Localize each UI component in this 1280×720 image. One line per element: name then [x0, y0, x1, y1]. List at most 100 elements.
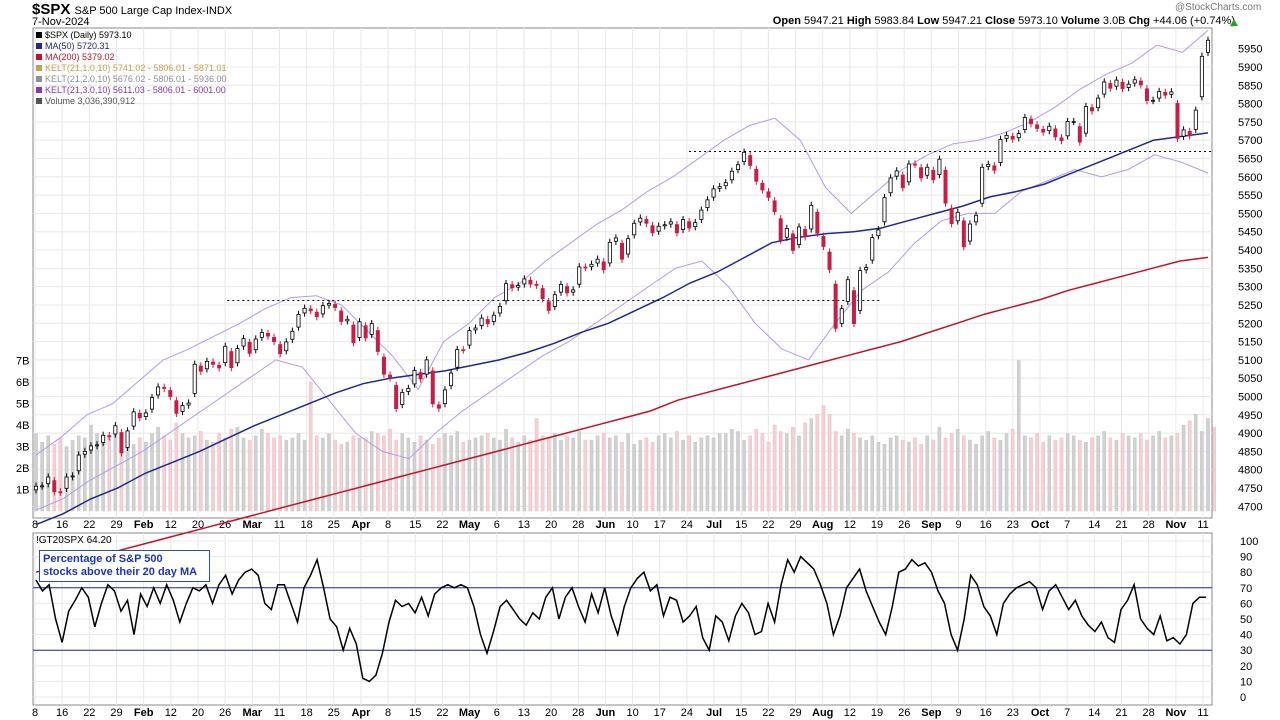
volume-bar [1047, 435, 1052, 512]
volume-bar [1078, 439, 1082, 512]
volume-bar [1065, 433, 1070, 512]
x-tick-label-bottom: Nov [1165, 707, 1187, 719]
volume-bar [876, 442, 881, 512]
volume-bar [534, 418, 539, 512]
price-y-tick-label: 5450 [1238, 227, 1262, 239]
volume-bar [1041, 442, 1045, 512]
volume-bar [192, 435, 197, 512]
indicator-label: !GT20SPX 64.20 [36, 535, 112, 546]
volume-bar [986, 431, 991, 512]
candle-body [1102, 81, 1107, 95]
indicator-y-tick-label: 80 [1240, 567, 1252, 579]
volume-bar [1004, 433, 1009, 512]
candle-body [534, 283, 539, 286]
volume-bar [339, 444, 344, 512]
volume-bar [1035, 433, 1039, 512]
volume-bar [754, 429, 759, 512]
candle-body [919, 167, 924, 179]
volume-bar [83, 437, 87, 512]
candle-body [1010, 135, 1015, 140]
volume-bar [479, 435, 484, 512]
volume-bar [1139, 433, 1143, 512]
indicator-y-tick-label: 70 [1240, 583, 1252, 595]
volume-bar [412, 442, 417, 512]
volume-bar [260, 429, 264, 512]
candle-body [858, 270, 863, 311]
x-tick-label-top: 23 [1007, 519, 1019, 531]
candle-body [1065, 121, 1070, 137]
candle-body [180, 405, 185, 412]
volume-bar [852, 433, 856, 512]
volume-bar [357, 437, 362, 512]
volume-bar [430, 444, 435, 512]
header-title: $SPX S&P 500 Large Cap Index-INDX [32, 1, 233, 18]
indicator-y-tick-label: 50 [1240, 614, 1252, 626]
volume-bar [1084, 442, 1088, 512]
candle-body [1132, 79, 1137, 84]
candle-body [833, 283, 838, 329]
candle-body [735, 164, 740, 171]
legend-entry: Volume 3,036,390,912 [45, 96, 135, 106]
candle-body [1120, 81, 1125, 89]
volume-bar [528, 439, 533, 512]
candle-body [229, 351, 234, 368]
candle-body [204, 360, 209, 370]
volume-bar [968, 439, 972, 512]
candle-body [693, 222, 698, 228]
x-tick-label-bottom: Feb [134, 707, 154, 719]
volume-bar [894, 435, 899, 512]
volume-bar [137, 437, 142, 512]
candle-body [894, 170, 899, 177]
candle-body [998, 139, 1003, 163]
x-tick-label-top: Mar [243, 519, 263, 531]
candle-body [412, 370, 417, 385]
candle-body [314, 311, 319, 318]
volume-bar [650, 442, 655, 512]
candle-body [1126, 83, 1131, 88]
candle-body [156, 386, 161, 396]
volume-bar [693, 442, 698, 512]
candle-body [1157, 91, 1162, 99]
candle-body [320, 305, 325, 315]
candle-body [1096, 97, 1101, 109]
volume-bar [925, 435, 930, 512]
volume-bar [1212, 426, 1216, 512]
candle-body [803, 229, 808, 238]
watermark: @StockCharts.com [1175, 2, 1262, 13]
volume-bar [766, 442, 771, 512]
volume-bar [565, 435, 569, 512]
x-tick-label-bottom: 28 [1143, 707, 1155, 719]
candle-body [1047, 125, 1052, 132]
volume-bar [235, 426, 240, 512]
candle-body [241, 338, 246, 347]
candle-body [717, 186, 722, 189]
candle-body [613, 237, 618, 242]
x-tick-label-top: 19 [871, 519, 883, 531]
candle-body [565, 286, 570, 294]
volume-bar [174, 422, 179, 512]
candle-body [589, 263, 594, 268]
candle-body [467, 330, 472, 346]
candle-body [406, 388, 411, 392]
candle-body [809, 204, 814, 230]
candle-body [1022, 117, 1027, 130]
volume-bar [662, 433, 667, 512]
candle-body [980, 166, 985, 204]
x-tick-label-bottom: 6 [494, 707, 500, 719]
candle-body [778, 218, 783, 241]
candle-body [540, 288, 545, 300]
x-tick-label-top: 25 [328, 519, 340, 531]
volume-bar [540, 435, 545, 512]
x-tick-label-bottom: 16 [980, 707, 992, 719]
volume-bar [199, 431, 203, 512]
x-tick-label-top: 20 [192, 519, 204, 531]
x-tick-label-top: 22 [436, 519, 448, 531]
index-name: S&P 500 Large Cap Index [74, 5, 203, 17]
x-tick-label-top: Feb [134, 519, 154, 531]
candle-body [430, 370, 435, 405]
volume-bar [1096, 435, 1100, 512]
indicator-description-box: Percentage of S&P 500 stocks above their… [39, 550, 210, 582]
candle-body [742, 151, 747, 163]
volume-bar [382, 435, 386, 512]
volume-bar [1120, 433, 1125, 512]
